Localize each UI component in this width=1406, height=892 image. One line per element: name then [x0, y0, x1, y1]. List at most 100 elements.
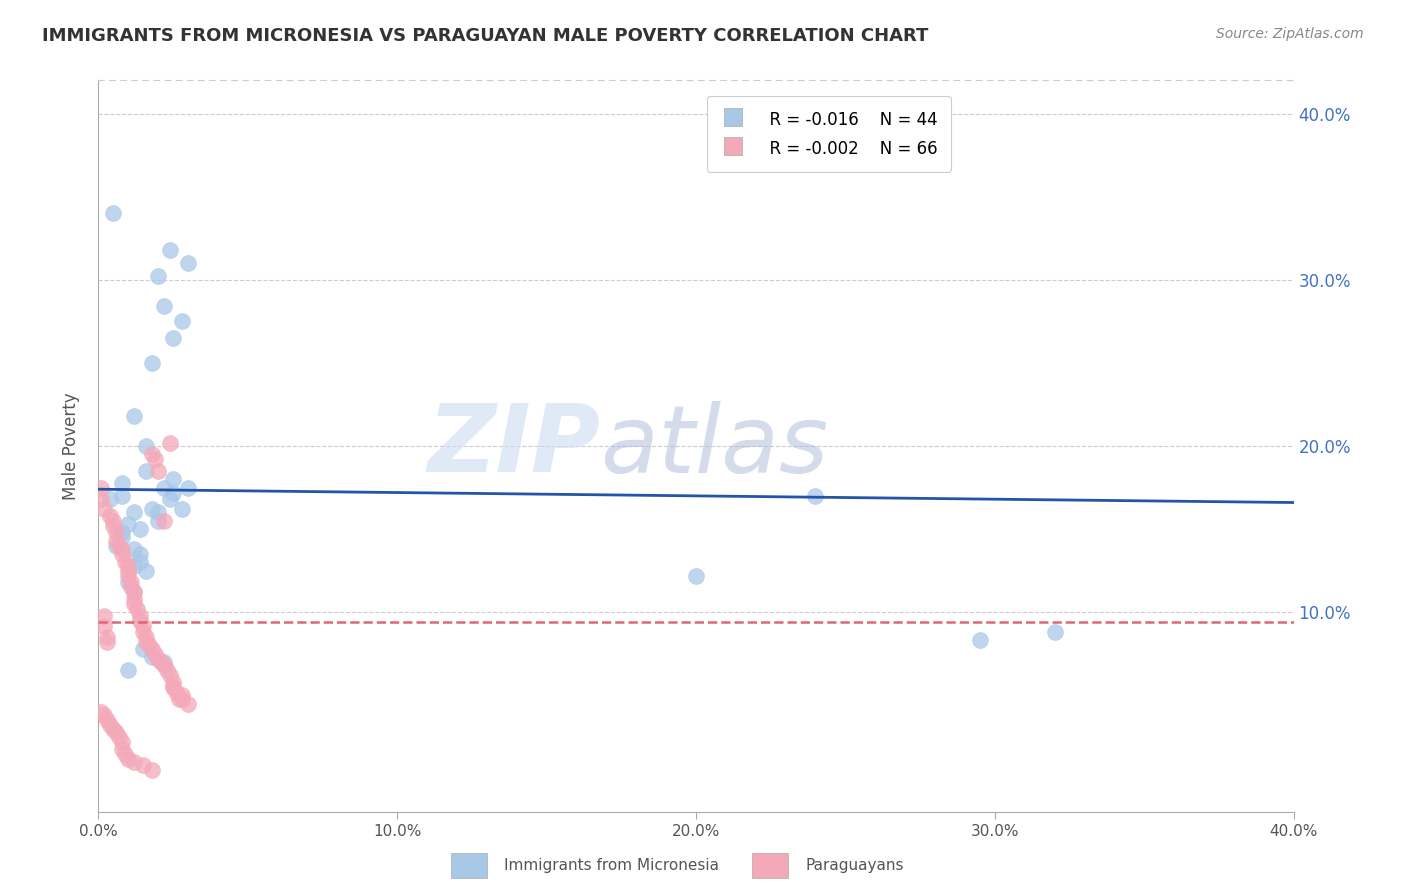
Point — [165, 685, 187, 699]
Point — [114, 747, 136, 761]
Point — [162, 675, 184, 690]
Text: Immigrants from Micronesia: Immigrants from Micronesia — [505, 858, 720, 872]
Point — [127, 602, 149, 616]
Point — [120, 575, 142, 590]
Point — [98, 718, 122, 732]
Point — [159, 435, 181, 450]
Point — [172, 314, 194, 328]
Point — [117, 517, 139, 532]
Point — [117, 568, 139, 582]
Text: Source: ZipAtlas.com: Source: ZipAtlas.com — [1216, 27, 1364, 41]
Point — [685, 568, 707, 582]
Point — [172, 691, 194, 706]
Point — [103, 722, 125, 736]
Point — [148, 514, 170, 528]
Point — [111, 735, 134, 749]
Point — [111, 547, 134, 561]
Point — [93, 502, 115, 516]
Point — [111, 475, 134, 490]
Point — [141, 447, 163, 461]
Y-axis label: Male Poverty: Male Poverty — [62, 392, 80, 500]
Point — [148, 464, 170, 478]
Point — [105, 725, 128, 739]
Point — [969, 633, 991, 648]
Point — [135, 439, 157, 453]
Point — [153, 655, 176, 669]
Point — [172, 689, 194, 703]
Point — [804, 489, 827, 503]
Point — [124, 585, 146, 599]
Point — [111, 530, 134, 544]
Point — [98, 492, 122, 507]
Point — [156, 664, 179, 678]
Bar — [752, 853, 787, 878]
Point — [90, 481, 112, 495]
Point — [124, 506, 146, 520]
Point — [162, 485, 184, 500]
Point — [103, 514, 125, 528]
Point — [141, 502, 163, 516]
Point — [143, 647, 166, 661]
Point — [135, 464, 157, 478]
Point — [124, 585, 146, 599]
Point — [124, 591, 146, 606]
Point — [111, 741, 134, 756]
Point — [120, 580, 142, 594]
Point — [167, 691, 190, 706]
Point — [135, 564, 157, 578]
Point — [162, 680, 184, 694]
Point — [105, 539, 128, 553]
Point — [172, 502, 194, 516]
Point — [98, 508, 122, 523]
Point — [111, 525, 134, 540]
Point — [150, 655, 173, 669]
Bar — [451, 853, 486, 878]
Point — [117, 575, 139, 590]
Point — [105, 533, 128, 548]
Text: IMMIGRANTS FROM MICRONESIA VS PARAGUAYAN MALE POVERTY CORRELATION CHART: IMMIGRANTS FROM MICRONESIA VS PARAGUAYAN… — [42, 27, 928, 45]
Point — [162, 472, 184, 486]
Point — [124, 542, 146, 557]
Point — [177, 481, 200, 495]
Point — [114, 555, 136, 569]
Point — [141, 650, 163, 665]
Point — [90, 492, 112, 507]
Point — [90, 705, 112, 719]
Point — [117, 751, 139, 765]
Point — [129, 522, 152, 536]
Point — [129, 547, 152, 561]
Point — [159, 243, 181, 257]
Point — [132, 758, 155, 772]
Point — [93, 618, 115, 632]
Legend:   R = -0.016    N = 44,   R = -0.002    N = 66: R = -0.016 N = 44, R = -0.002 N = 66 — [707, 96, 950, 171]
Point — [148, 506, 170, 520]
Point — [141, 641, 163, 656]
Point — [135, 635, 157, 649]
Point — [148, 652, 170, 666]
Point — [129, 555, 152, 569]
Point — [138, 639, 160, 653]
Point — [105, 525, 128, 540]
Point — [132, 625, 155, 640]
Point — [124, 597, 146, 611]
Text: atlas: atlas — [600, 401, 828, 491]
Point — [96, 630, 118, 644]
Point — [103, 206, 125, 220]
Point — [129, 614, 152, 628]
Point — [143, 452, 166, 467]
Point — [103, 518, 125, 533]
Point — [111, 542, 134, 557]
Point — [117, 564, 139, 578]
Point — [141, 356, 163, 370]
Point — [124, 409, 146, 423]
Text: Paraguayans: Paraguayans — [806, 858, 904, 872]
Point — [96, 635, 118, 649]
Point — [162, 680, 184, 694]
Point — [117, 558, 139, 573]
Point — [124, 755, 146, 769]
Point — [177, 256, 200, 270]
Point — [159, 492, 181, 507]
Point — [159, 668, 181, 682]
Point — [96, 714, 118, 728]
Point — [132, 618, 155, 632]
